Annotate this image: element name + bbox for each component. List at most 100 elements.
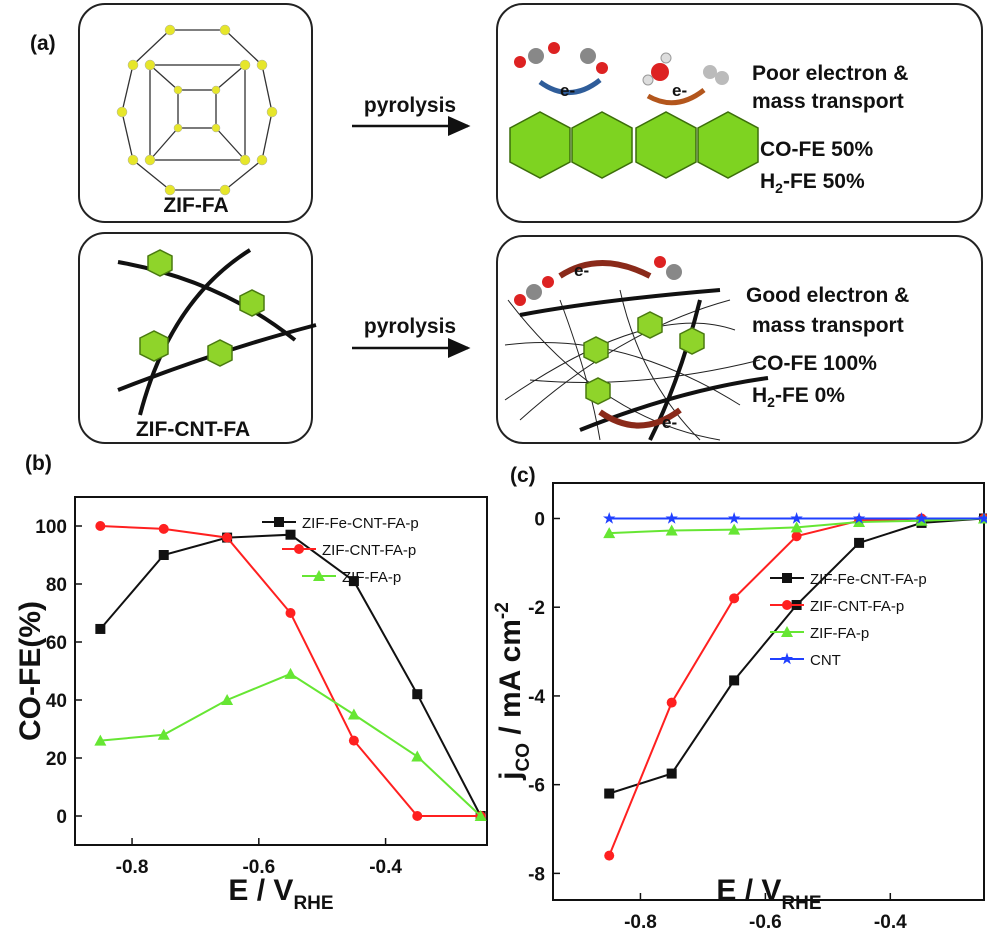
caption-sub: 2 xyxy=(767,394,775,410)
caption-part: H xyxy=(760,170,775,193)
y-axis-title-sub: CO xyxy=(513,743,534,772)
particles xyxy=(139,249,265,367)
marker xyxy=(915,512,928,524)
arrow-label: pyrolysis xyxy=(364,94,456,117)
marker xyxy=(347,708,360,720)
marker xyxy=(221,694,234,705)
panel-label: (c) xyxy=(510,464,536,487)
marker xyxy=(285,608,296,618)
legend-label: ZIF-Fe-CNT-FA-p xyxy=(302,515,419,532)
y-tick-label: 0 xyxy=(56,807,67,828)
chart: (c) -8 -6 -4 -2 0 -0.8 -0.6 -0.4 E / VRHE jCO / mA… xyxy=(492,464,987,928)
plot-frame xyxy=(552,482,985,901)
y-tick-label: 80 xyxy=(46,575,67,596)
y-tick-label: -4 xyxy=(528,687,545,708)
marker xyxy=(666,697,677,708)
marker xyxy=(284,667,297,679)
marker xyxy=(157,728,170,740)
x-axis-title: E / VRHE xyxy=(228,874,333,914)
caption-part: -FE 50% xyxy=(783,170,865,193)
series-line xyxy=(608,517,984,856)
caption: mass transport xyxy=(752,90,904,113)
x-tick-label: -0.8 xyxy=(116,857,149,878)
x-tick-label: -0.4 xyxy=(369,857,402,878)
electron-label: e- xyxy=(574,261,589,280)
legend-label: ZIF-FA-p xyxy=(342,569,401,586)
x-axis-title-sub: RHE xyxy=(781,893,821,914)
caption: mass transport xyxy=(752,314,904,337)
box xyxy=(496,3,983,223)
marker xyxy=(604,788,615,799)
legend-label: ZIF-CNT-FA-p xyxy=(322,542,416,559)
marker xyxy=(411,750,424,762)
y-axis-title-main: j xyxy=(494,772,527,781)
marker xyxy=(854,537,865,548)
marker xyxy=(412,689,423,700)
marker xyxy=(285,529,296,540)
y-tick-label: 20 xyxy=(46,749,67,770)
legend-marker xyxy=(294,544,304,554)
panel-a: (a) ZIF-FA ZIF-CNT-FA xyxy=(30,3,983,444)
marker xyxy=(666,768,677,779)
arrow-label: pyrolysis xyxy=(364,315,456,338)
legend-marker xyxy=(781,626,793,637)
caption: H2-FE 50% xyxy=(760,170,865,196)
x-axis-title-sub: RHE xyxy=(293,893,333,914)
caption: Poor electron & xyxy=(752,62,908,85)
marker xyxy=(790,521,803,533)
y-tick-label: -8 xyxy=(528,864,545,885)
marker xyxy=(665,512,678,524)
y-tick-label: 0 xyxy=(534,509,545,530)
box xyxy=(78,232,313,444)
marker xyxy=(728,523,741,535)
marker xyxy=(348,735,359,746)
legend-marker xyxy=(780,652,794,665)
electron-label: e- xyxy=(672,81,687,100)
marker xyxy=(412,811,423,821)
marker xyxy=(853,516,866,528)
box xyxy=(496,235,983,444)
marker xyxy=(158,550,169,560)
x-axis-title-main: E / V xyxy=(716,874,781,907)
y-tick-label: 60 xyxy=(46,633,67,654)
box-label: ZIF-CNT-FA xyxy=(136,418,250,441)
panel-label: (b) xyxy=(25,452,52,475)
legend-label: CNT xyxy=(810,652,841,669)
legend-marker xyxy=(274,517,284,527)
box-label: ZIF-FA xyxy=(163,194,228,217)
caption-part: -FE 0% xyxy=(775,384,845,407)
x-tick-label: -0.8 xyxy=(624,912,657,928)
y-axis-title-main: / mA cm xyxy=(494,619,527,743)
electron-label: e- xyxy=(662,413,677,432)
y-tick-label: -2 xyxy=(528,598,545,619)
marker xyxy=(790,512,803,524)
electron-label: e- xyxy=(560,81,575,100)
marker xyxy=(665,524,678,536)
caption-sub: 2 xyxy=(775,180,783,196)
y-axis-title: CO-FE(%) xyxy=(14,601,47,741)
marker xyxy=(728,512,741,524)
marker xyxy=(94,734,107,746)
caption: Good electron & xyxy=(746,284,909,307)
x-axis-title: E / VRHE xyxy=(716,874,821,914)
caption-part: H xyxy=(752,384,767,407)
marker xyxy=(95,521,106,531)
nanotubes xyxy=(519,288,769,441)
box xyxy=(78,3,313,223)
series-line xyxy=(608,517,985,795)
marker xyxy=(603,527,616,539)
molecules xyxy=(514,256,682,429)
x-axis-title-main: E / V xyxy=(228,874,293,907)
y-tick-label: 40 xyxy=(46,691,67,712)
particles xyxy=(509,111,759,179)
molecules xyxy=(514,42,729,106)
nanotubes xyxy=(117,248,317,416)
marker xyxy=(603,512,616,524)
x-tick-label: -0.6 xyxy=(749,912,782,928)
marker xyxy=(158,523,169,534)
legend-marker xyxy=(782,573,792,583)
caption: CO-FE 100% xyxy=(752,352,877,375)
marker xyxy=(474,810,487,821)
marker xyxy=(729,593,740,604)
